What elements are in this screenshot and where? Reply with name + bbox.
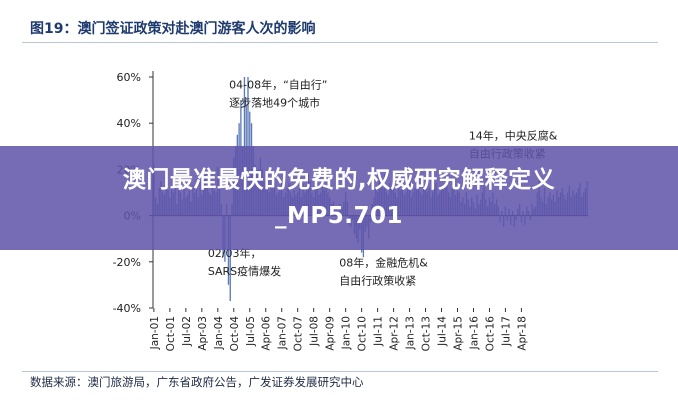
x-tick-label: Apr-12: [389, 316, 401, 351]
x-tick-label: Jul-14: [437, 316, 449, 347]
annotation-line-1: 14年，中央反腐&: [469, 128, 558, 142]
x-tick-label: Jan-07: [277, 316, 289, 350]
x-tick-label: Oct-10: [357, 316, 369, 351]
x-tick-label: Apr-15: [453, 316, 465, 351]
x-tick-label: Jul-11: [373, 316, 385, 347]
y-tick-label: -40%: [113, 302, 141, 315]
x-tick-label: Jul-05: [245, 316, 257, 347]
y-tick-label: 40%: [117, 117, 141, 130]
x-tick-label: Jan-13: [405, 316, 417, 350]
x-tick-label: Oct-01: [165, 316, 177, 351]
banner-text: 澳门最准最快的免费的,权威研究解释定义_MP5.701: [122, 167, 556, 229]
x-tick-label: Oct-04: [229, 316, 241, 352]
top-divider: [22, 42, 658, 43]
bar: [227, 215, 230, 285]
x-tick-label: Jan-10: [341, 316, 353, 350]
x-tick-label: Apr-03: [197, 316, 209, 351]
x-tick-label: Jul-17: [500, 316, 512, 347]
annotation-line-2: 逐步落地49个城市: [229, 96, 320, 110]
bottom-divider: [22, 371, 658, 372]
x-tick-label: Jan-16: [468, 316, 480, 351]
annotation-line-2: 自由行政策收紧: [339, 273, 416, 287]
x-tick-label: Jul-02: [181, 316, 193, 347]
x-tick-label: Jan-04: [213, 316, 225, 351]
annotation-line-1: 04-08年，“自由行”: [229, 78, 327, 92]
overlay-banner: 澳门最准最快的免费的,权威研究解释定义_MP5.701: [0, 146, 678, 250]
x-tick-label: Jul-08: [309, 316, 321, 347]
annotation-line-1: 08年，金融危机&: [339, 255, 428, 269]
y-tick-label: 60%: [117, 71, 141, 84]
figure-title: 图19：澳门签证政策对赴澳门游客人次的影响: [30, 21, 316, 37]
x-tick-label: Apr-18: [516, 316, 528, 351]
source-note: 数据来源：澳门旅游局，广东省政府公告，广发证券发展研究中心: [30, 375, 364, 389]
y-tick-label: -20%: [113, 256, 141, 269]
x-tick-label: Apr-06: [261, 316, 273, 351]
x-tick-label: Apr-09: [325, 316, 337, 351]
bar: [229, 215, 231, 302]
x-tick-label: Oct-13: [421, 316, 433, 351]
annotation-line-2: SARS疫情爆发: [208, 264, 281, 278]
x-tick-label: Oct-07: [293, 316, 305, 351]
x-tick-label: Jan-01: [149, 316, 161, 350]
x-tick-label: Oct-16: [484, 316, 496, 352]
